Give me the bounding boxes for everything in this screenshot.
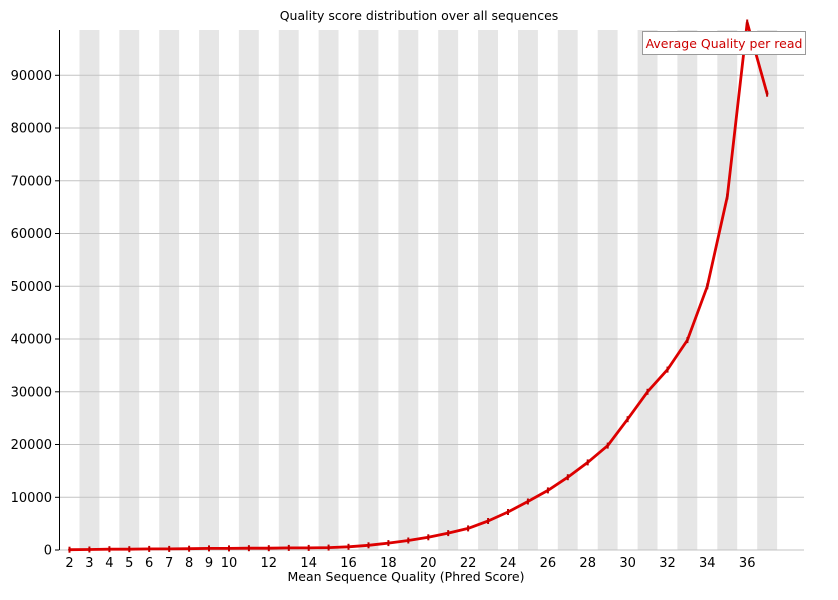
x-tick-label: 32 — [659, 556, 676, 571]
background-band — [677, 30, 698, 550]
y-tick-label: 10000 — [11, 491, 52, 506]
background-band — [159, 30, 180, 550]
y-tick-label: 40000 — [11, 333, 52, 348]
x-tick-label: 20 — [420, 556, 437, 571]
chart-title: Quality score distribution over all sequ… — [279, 8, 559, 23]
background-band — [199, 30, 219, 550]
legend: Average Quality per read — [642, 31, 806, 55]
quality-series-line — [68, 21, 769, 552]
background-band — [478, 30, 498, 550]
background-band — [238, 30, 259, 550]
y-tick-label: 50000 — [11, 280, 52, 295]
y-tick-label: 60000 — [11, 227, 52, 242]
y-tick-label: 0 — [44, 544, 52, 559]
background-band — [79, 30, 100, 550]
background-band — [358, 30, 379, 550]
legend-label: Average Quality per read — [645, 35, 803, 51]
background-band — [717, 30, 738, 550]
y-tick-label: 80000 — [11, 122, 52, 137]
x-tick-label: 8 — [185, 556, 193, 571]
y-tick-label: 90000 — [11, 69, 52, 84]
x-tick-label: 12 — [261, 556, 278, 571]
background-band — [438, 30, 459, 550]
x-tick-label: 22 — [460, 556, 477, 571]
background-band — [119, 30, 140, 550]
y-tick-label: 20000 — [11, 438, 52, 453]
x-tick-label: 36 — [739, 556, 756, 571]
x-tick-label: 9 — [205, 556, 213, 571]
background-band — [398, 30, 419, 550]
x-tick-label: 10 — [221, 556, 238, 571]
x-tick-label: 30 — [619, 556, 636, 571]
background-band — [637, 30, 658, 550]
x-tick-label: 5 — [125, 556, 133, 571]
x-tick-label: 4 — [105, 556, 113, 571]
y-tick-label: 30000 — [11, 385, 52, 400]
x-tick-label: 24 — [500, 556, 517, 571]
x-tick-label: 14 — [300, 556, 317, 571]
x-tick-label: 7 — [165, 556, 173, 571]
background-band — [557, 30, 578, 550]
background-band — [518, 30, 538, 550]
x-tick-label: 16 — [340, 556, 357, 571]
x-tick-label: 26 — [540, 556, 557, 571]
x-tick-label: 6 — [145, 556, 153, 571]
x-tick-label: 28 — [579, 556, 596, 571]
background-band — [318, 30, 339, 550]
background-band — [597, 30, 618, 550]
y-tick-label: 70000 — [11, 174, 52, 189]
background-band — [278, 30, 299, 550]
x-tick-label: 34 — [699, 556, 716, 571]
background-band — [757, 30, 778, 550]
x-axis-label: Mean Sequence Quality (Phred Score) — [287, 569, 525, 584]
x-tick-label: 2 — [65, 556, 73, 571]
x-tick-label: 3 — [85, 556, 93, 571]
x-tick-label: 18 — [380, 556, 397, 571]
